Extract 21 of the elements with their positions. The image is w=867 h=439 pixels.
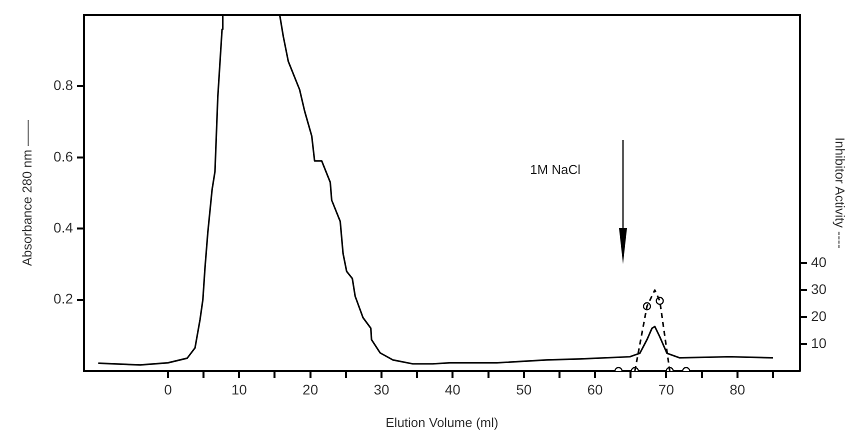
y-tick-label: 0.4: [54, 219, 74, 236]
y2-tick-label: 30: [811, 280, 827, 297]
annotation: 1M NaCl: [530, 162, 581, 177]
y2-tick-label: 10: [811, 334, 827, 351]
y2-axis-title: Inhibitor Activity ----: [832, 137, 848, 249]
x-tick-label: 0: [164, 381, 172, 398]
y2-tick-label: 20: [811, 308, 827, 324]
x-tick-label: 50: [516, 381, 532, 398]
y-axis-title: Absorbance 280 nm ——: [19, 120, 34, 266]
x-tick-label: 10: [231, 381, 248, 398]
x-tick-label: 40: [444, 381, 461, 398]
y-tick-label: 0.2: [54, 290, 74, 307]
x-tick-label: 60: [587, 381, 604, 398]
y-tick-label: 0.6: [54, 148, 74, 164]
x-tick-label: 30: [374, 381, 390, 398]
x-tick-label: 80: [730, 381, 746, 398]
y2-tick-label: 40: [811, 254, 827, 270]
x-tick-label: 20: [302, 381, 318, 398]
x-tick-label: 70: [658, 381, 674, 398]
y-tick-label: 0.8: [54, 77, 74, 94]
x-axis-title: Elution Volume (ml): [386, 414, 498, 430]
